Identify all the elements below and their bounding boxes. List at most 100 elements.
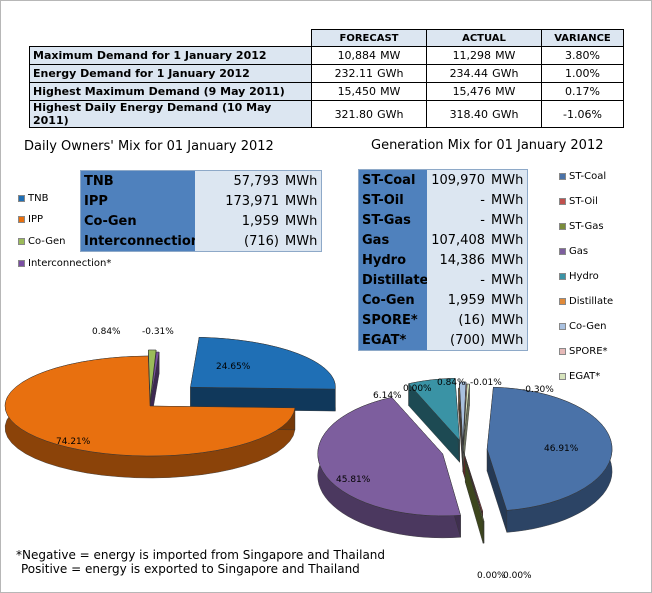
legend-label: Co-Gen [569,321,607,332]
pie-slice-wall [465,459,484,544]
summary-actual-value: 15,476 [452,85,492,98]
generation-data-unit: MWh [487,230,527,250]
legend-label: EGAT* [569,371,601,382]
owners-data-row: TNB 57,793 MWh [81,171,321,191]
pie-data-label: 74.21% [56,437,91,447]
summary-row-label: Energy Demand for 1 January 2012 [29,64,312,83]
pie-data-label: 46.91% [544,444,579,454]
summary-actual-value: 11,298 [452,49,492,62]
summary-forecast-value: 321.80 [334,107,374,121]
legend-swatch [559,248,566,255]
owners-data-value: 173,971 [195,191,281,211]
generation-data-value: 107,408 [427,230,487,250]
pie-slice [459,381,467,445]
footnote-line-1: *Negative = energy is imported from Sing… [16,548,386,562]
owners-data-row: IPP 173,971 MWh [81,191,321,211]
legend-item-hydro: Hydro [559,271,599,282]
legend-label: Hydro [569,271,599,282]
footnote-line-2: Positive = energy is exported to Singapo… [21,562,360,576]
legend-item-cogen-gen: Co-Gen [559,321,607,332]
pie-slice [408,378,460,441]
legend-label: ST-Coal [569,171,607,182]
legend-swatch [559,323,566,330]
legend-item-egat: EGAT* [559,371,600,382]
pie-slice [150,351,160,403]
generation-data-row: ST-Coal 109,970 MWh [359,170,527,190]
summary-header-forecast: FORECAST [311,29,427,47]
generation-data-name: SPORE* [359,310,427,330]
generation-data-row: Distillate - MWh [359,270,527,290]
legend-swatch [559,373,566,380]
generation-data-row: ST-Oil - MWh [359,190,527,210]
summary-header-row: FORECAST ACTUAL VARIANCE [29,29,624,47]
legend-label: Distillate [569,296,614,307]
generation-chart-title: Generation Mix for 01 January 2012 [371,138,604,153]
summary-variance-cell: -1.06% [541,100,624,128]
generation-data-value: 1,959 [427,290,487,310]
owners-data-name: TNB [81,171,195,191]
pie-slice [148,349,157,401]
owners-data-name: Co-Gen [81,211,195,231]
pie-data-label: 0.00% [477,571,506,581]
pie-data-label: 0.84% [437,378,466,388]
owners-data-value: (716) [195,231,281,251]
pie-data-label: 0.00% [403,384,432,394]
owners-data-value: 1,959 [195,211,281,231]
generation-data-name: Hydro [359,250,427,270]
legend-swatch [559,198,566,205]
generation-data-unit: MWh [487,170,527,190]
legend-item-st-gas: ST-Gas [559,221,604,232]
summary-forecast-unit: MW [380,85,401,98]
legend-label: Gas [569,246,589,257]
generation-data-name: ST-Coal [359,170,427,190]
summary-header-variance: VARIANCE [541,29,624,47]
summary-actual-cell: 318.40 GWh [426,100,542,128]
legend-label: SPORE* [569,346,608,357]
generation-data-value: - [427,190,487,210]
pie-data-label: -0.31% [142,327,174,337]
summary-row-label: Highest Daily Energy Demand (10 May 2011… [29,100,312,128]
legend-item-st-coal: ST-Coal [559,171,606,182]
pie-data-label: -0.30% [522,385,554,395]
legend-label: IPP [28,214,44,225]
legend-swatch [559,173,566,180]
legend-swatch [18,238,25,245]
pie-slice [317,397,461,517]
pie-data-label: 24.65% [216,362,251,372]
legend-item-cogen: Co-Gen [18,236,66,247]
owners-data-name: IPP [81,191,195,211]
legend-item-spore: SPORE* [559,346,608,357]
summary-actual-cell: 234.44 GWh [426,64,542,83]
generation-data-name: Gas [359,230,427,250]
generation-pie: 46.91%0.00%0.00%45.81%6.14%0.00%0.84% -0.… [317,378,613,581]
legend-swatch [559,298,566,305]
legend-swatch [559,223,566,230]
generation-data-value: - [427,210,487,230]
legend-label: TNB [28,193,49,204]
owners-pie: 24.65% 74.21% 0.84% -0.31% [4,327,336,479]
summary-actual-value: 318.40 [449,107,489,121]
pie-data-label: 0.84% [92,327,121,337]
pie-slice [4,355,296,457]
pie-data-label: -0.01% [470,378,502,388]
generation-data-value: (700) [427,330,487,350]
summary-row: Energy Demand for 1 January 2012 232.11 G… [29,64,624,83]
pie-data-label: 45.81% [336,475,371,485]
owners-data-unit: MWh [281,211,321,231]
generation-data-unit: MWh [487,330,527,350]
pie-slice [486,386,613,511]
owners-data-unit: MWh [281,171,321,191]
generation-data-row: EGAT* (700) MWh [359,330,527,350]
generation-data-unit: MWh [487,210,527,230]
summary-forecast-value: 232.11 [334,67,374,80]
generation-data-value: (16) [427,310,487,330]
pie-slice [462,383,470,447]
owners-data-unit: MWh [281,191,321,211]
legend-swatch [559,348,566,355]
summary-forecast-unit: GWh [377,107,404,121]
legend-item-st-oil: ST-Oil [559,196,598,207]
owners-chart-title: Daily Owners' Mix for 01 January 2012 [24,139,274,154]
generation-data-name: Co-Gen [359,290,427,310]
pie-slice [458,387,464,451]
